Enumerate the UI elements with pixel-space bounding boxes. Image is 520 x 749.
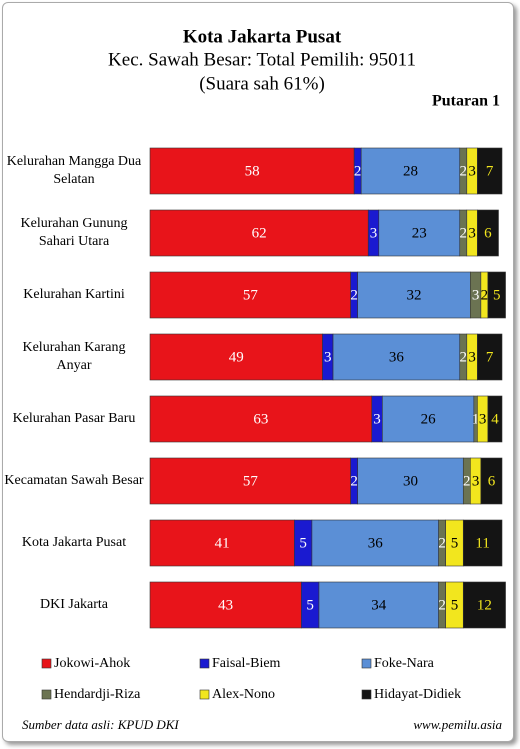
legend-label: Jokowi-Ahok <box>54 656 130 671</box>
website: www.pemilu.asia <box>413 717 502 732</box>
data-label: 57 <box>243 287 259 303</box>
data-label: 4 <box>491 411 499 427</box>
legend-swatch <box>361 689 372 700</box>
data-label: 23 <box>412 225 427 241</box>
data-label: 2 <box>438 597 446 613</box>
bar-segment <box>360 147 461 195</box>
bar-segment <box>480 457 503 505</box>
data-label: 28 <box>403 163 418 179</box>
legend-swatch <box>41 689 52 700</box>
data-label: 7 <box>486 163 494 179</box>
data-label: 5 <box>306 597 314 613</box>
legend-label: Faisal-Biem <box>212 656 281 671</box>
data-label: 34 <box>371 597 387 613</box>
data-label: 2 <box>438 535 446 551</box>
bar-segment <box>311 519 439 567</box>
data-label: 2 <box>460 349 468 365</box>
data-label: 3 <box>324 349 332 365</box>
bar-segment <box>149 147 355 195</box>
y-tick-label: Kota Jakarta Pusat <box>21 535 127 550</box>
data-label: 3 <box>472 287 480 303</box>
data-label: 2 <box>460 163 468 179</box>
bar-segment <box>378 209 461 257</box>
bar-segment <box>149 581 302 629</box>
data-label: 36 <box>368 535 384 551</box>
bar-segment <box>149 457 351 505</box>
source: Sumber data asli: KPUD DKI <box>22 717 179 732</box>
legend-label: Hidayat-Didiek <box>374 687 461 702</box>
chart-subtitle: Kec. Sawah Besar: Total Pemilih: 95011 <box>108 49 416 70</box>
legend-swatch <box>41 658 52 669</box>
legend-swatch <box>199 658 210 669</box>
data-label: 3 <box>373 411 381 427</box>
data-label: 26 <box>421 411 437 427</box>
data-label: 57 <box>243 473 259 489</box>
legend-swatch <box>361 658 372 669</box>
data-label: 3 <box>479 411 487 427</box>
data-label: 3 <box>468 349 476 365</box>
bar-segment <box>477 209 499 257</box>
data-label: 63 <box>253 411 268 427</box>
data-label: 43 <box>218 597 233 613</box>
data-label: 6 <box>488 473 496 489</box>
data-label: 5 <box>299 535 307 551</box>
data-label: 3 <box>370 225 378 241</box>
data-label: 3 <box>472 473 480 489</box>
data-label: 3 <box>468 225 476 241</box>
chart-title: Kota Jakarta Pusat <box>183 26 342 47</box>
y-tick-label: Kelurahan Gunung Sahari Utara <box>20 216 128 249</box>
chart-subtitle: (Suara sah 61%) <box>199 73 325 94</box>
bar-segment <box>487 271 506 319</box>
bar-segment <box>357 457 464 505</box>
y-tick-label: Kelurahan Kartini <box>23 287 125 302</box>
bar-segment <box>149 395 373 443</box>
data-label: 41 <box>215 535 230 551</box>
data-label: 62 <box>252 225 267 241</box>
data-label: 2 <box>463 473 471 489</box>
data-label: 5 <box>451 535 459 551</box>
y-tick-label: Kelurahan Pasar Baru <box>12 411 136 426</box>
data-label: 12 <box>477 597 492 613</box>
bar-segment <box>382 395 475 443</box>
y-tick-label: Kelurahan Karang Anyar <box>22 340 126 373</box>
data-label: 32 <box>407 287 422 303</box>
data-label: 5 <box>451 597 459 613</box>
data-label: 2 <box>350 287 358 303</box>
legend-label: Hendardji-Riza <box>54 687 141 702</box>
data-label: 58 <box>245 163 260 179</box>
annotation: Putaran 1 <box>432 93 500 110</box>
data-label: 5 <box>493 287 501 303</box>
data-label: 2 <box>350 473 358 489</box>
bar-segment <box>462 581 506 629</box>
bar-segment <box>487 395 503 443</box>
legend-swatch <box>199 689 210 700</box>
data-label: 30 <box>403 473 418 489</box>
data-label: 11 <box>475 535 489 551</box>
bar-segment <box>149 333 323 381</box>
data-label: 49 <box>229 349 244 365</box>
data-label: 3 <box>468 163 476 179</box>
bar-segment <box>477 147 503 195</box>
bar-segment <box>357 271 471 319</box>
legend-label: Foke-Nara <box>374 656 435 671</box>
legend-label: Alex-Nono <box>212 687 275 702</box>
y-tick-label: DKI Jakarta <box>39 597 109 612</box>
data-label: 36 <box>389 349 405 365</box>
data-label: 2 <box>481 287 489 303</box>
bar-segment <box>149 271 351 319</box>
y-tick-label: Kecamatan Sawah Besar <box>4 473 144 488</box>
data-label: 7 <box>486 349 494 365</box>
data-label: 1 <box>472 411 480 427</box>
bar-segment <box>332 333 461 381</box>
data-label: 2 <box>460 225 468 241</box>
bar-segment <box>477 333 503 381</box>
data-label: 6 <box>484 225 492 241</box>
y-tick-label: Kelurahan Mangga Dua Selatan <box>6 154 142 187</box>
bar-segment <box>318 581 439 629</box>
bar-segment <box>462 519 503 567</box>
bar-segment <box>149 209 369 257</box>
data-label: 2 <box>354 163 362 179</box>
